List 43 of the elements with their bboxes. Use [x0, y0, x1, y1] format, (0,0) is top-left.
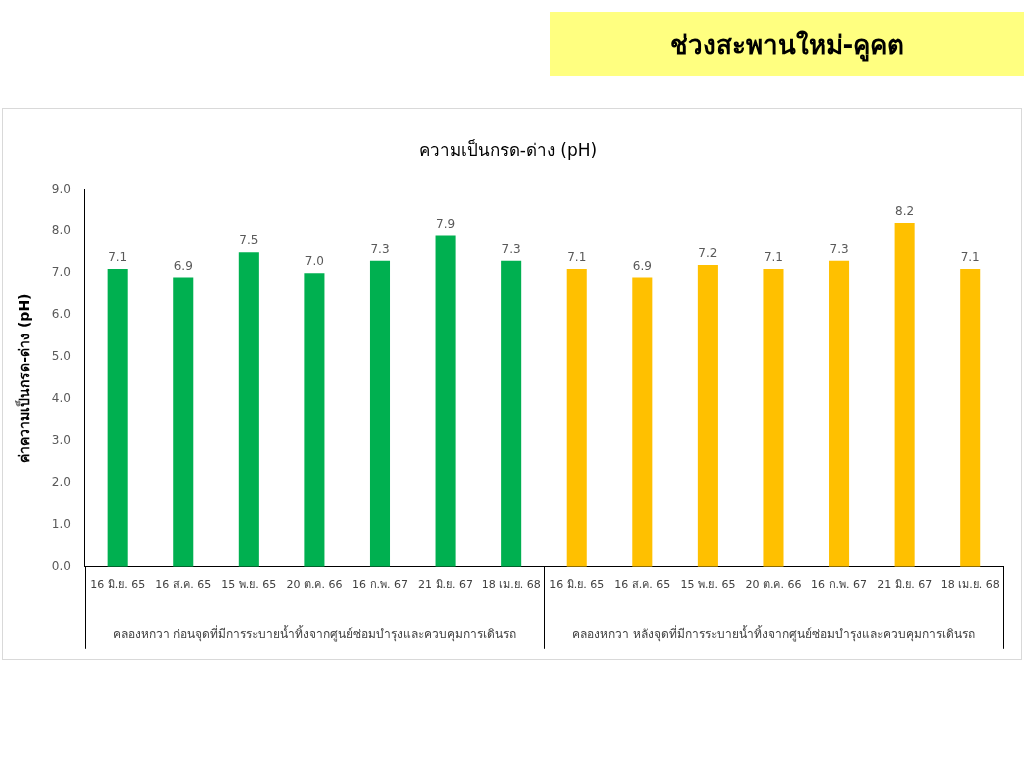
- x-tick-label: 21 มิ.ย. 67: [877, 578, 933, 592]
- chart-subtitle: ความเป็นกรด-ด่าง (pH): [418, 138, 598, 160]
- y-tick-label: 7.0: [51, 265, 71, 280]
- y-tick-label: 3.0: [51, 433, 71, 448]
- data-label: 7.3: [829, 241, 849, 256]
- x-tick-label: 15 พ.ย. 65: [221, 578, 277, 592]
- data-label: 7.9: [436, 216, 456, 231]
- x-tick-label: 18 เม.ย. 68: [481, 578, 541, 592]
- x-tick-label: 21 มิ.ย. 67: [418, 578, 474, 592]
- text: คลองหกวา ก่อนจุดที่มีการระบายน้ำทิ้งจากศูนย์ซ่อมบำรุงและควบคุมการเดินรถ: [112, 624, 517, 642]
- y-tick-label: 0.0: [51, 558, 71, 573]
- x-tick-label: 16 ส.ค. 65: [155, 578, 212, 592]
- y-tick-label: 9.0: [51, 181, 71, 196]
- data-label: 7.1: [108, 250, 128, 265]
- x-tick-label: 15 พ.ย. 65: [680, 578, 736, 592]
- text: คลองหกวา หลังจุดที่มีการระบายน้ำทิ้งจากศูนย์ซ่อมบำรุงและควบคุมการเดินรถ: [572, 624, 975, 642]
- data-label: 7.1: [763, 250, 784, 265]
- y-tick-label: 1.0: [51, 516, 71, 531]
- x-tick-label: 16 มิ.ย. 65: [549, 578, 605, 592]
- y-axis-title: ค่าความเป็นกรด-ด่าง (pH): [15, 293, 33, 463]
- y-tick-label: 4.0: [51, 391, 71, 406]
- x-tick-label: 18 เม.ย. 68: [940, 578, 1000, 592]
- x-tick-label: 16 ก.พ. 67: [811, 578, 868, 592]
- x-tick-label: 16 ส.ค. 65: [614, 578, 671, 592]
- y-tick-label: 5.0: [51, 349, 71, 364]
- x-tick-label: 16 ก.พ. 67: [352, 578, 408, 592]
- data-label: 7.3: [501, 241, 521, 256]
- data-label: 7.1: [567, 250, 587, 265]
- y-tick-label: 8.0: [51, 223, 71, 238]
- x-tick-label: 20 ต.ค. 66: [286, 578, 343, 592]
- data-label: 7.2: [698, 246, 718, 261]
- chart-title: ช่วงสะพานใหม่-คูคต: [550, 12, 1024, 76]
- data-label: 6.9: [173, 258, 193, 273]
- data-label: 6.9: [632, 258, 652, 273]
- data-label: 8.2: [895, 204, 915, 219]
- x-tick-label: 20 ต.ค. 66: [745, 578, 802, 592]
- data-label: 7.5: [239, 233, 259, 248]
- y-tick-label: 6.0: [51, 307, 71, 322]
- data-label: 7.0: [304, 254, 324, 269]
- x-tick-label: 16 มิ.ย. 65: [90, 578, 146, 592]
- data-label: 7.3: [370, 241, 390, 256]
- y-tick-label: 2.0: [51, 475, 71, 490]
- data-label: 7.1: [960, 250, 980, 265]
